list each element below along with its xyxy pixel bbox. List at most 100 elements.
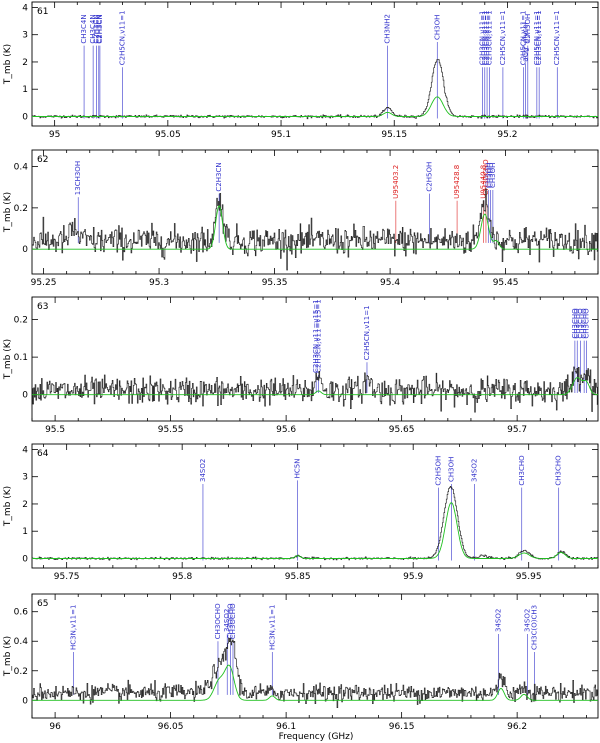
species-label: C2H5CN,v11=1	[519, 10, 527, 65]
y-axis-label: T_mb (K)	[3, 44, 13, 85]
y-tick-label: 0	[22, 391, 28, 401]
panel-62: 62 T_mb (K) 95.25 95.3 95.35 95.4 95.45 0 0.2 0.4…	[3, 149, 599, 288]
species-label: CH3CHO	[582, 308, 590, 339]
species-label: 34SO2	[199, 459, 207, 482]
y-axis-label: T_mb (K)	[3, 636, 13, 677]
species-label: CH3OCHO	[214, 603, 222, 639]
y-tick-label: 0.2	[14, 204, 28, 214]
species-label: CH3OCHO	[227, 603, 235, 639]
x-tick-label: 95.45	[493, 278, 519, 288]
x-tick-label: 95.8	[172, 572, 192, 582]
y-tick-label: 0	[22, 696, 28, 706]
species-label: HC3N,v11=1	[70, 605, 78, 650]
x-axis-label: Frequency (GHz)	[279, 732, 354, 742]
x-tick-label: 95.95	[516, 572, 542, 582]
y-tick-label: 1	[22, 85, 28, 95]
panel-frame	[31, 1, 599, 127]
species-label: C2H3CN	[93, 14, 101, 43]
model-spectrum	[32, 96, 598, 117]
x-tick-label: 96.2	[507, 722, 527, 732]
species-label: C2H5OH	[435, 456, 443, 486]
x-tick-label: 95.35	[262, 278, 288, 288]
species-label: CH3OH	[489, 163, 497, 188]
x-tick-label: 95.15	[381, 130, 407, 140]
species-label: C2H5OH	[425, 162, 433, 192]
x-tick-label: 96.1	[276, 722, 296, 732]
panel-63: 63 T_mb (K) 95.5 95.55 95.6 95.65 95.7 0 0.1 0.2 C…	[3, 296, 599, 435]
y-tick-label: 0	[22, 245, 28, 255]
panel-frame	[31, 149, 599, 275]
x-tick-label: 95.4	[380, 278, 400, 288]
species-label: CH3OH	[433, 15, 441, 40]
species-label: HC3N,v11=1	[268, 605, 276, 650]
y-tick-label: 0.4	[14, 637, 29, 647]
observed-spectrum	[32, 637, 599, 708]
species-label: C2H5CN,v11=1	[533, 10, 541, 65]
x-tick-label: 95.6	[276, 425, 296, 435]
species-label: CH3C4N	[89, 14, 97, 43]
y-tick-label: 1	[22, 527, 28, 537]
x-tick-label: 95.55	[158, 425, 184, 435]
x-tick-label: 95.2	[497, 130, 517, 140]
species-label: CH3C4N	[80, 14, 88, 43]
y-tick-label: 4	[22, 3, 28, 13]
x-tick-label: 95.65	[389, 425, 415, 435]
species-label: aGg'-glycol	[522, 22, 530, 61]
y-tick-label: 4	[22, 445, 28, 455]
y-tick-label: 0	[22, 112, 28, 122]
species-label: CH3CHO	[555, 455, 563, 486]
species-label: CH3CHO	[580, 308, 588, 339]
species-label: CH3OCHO	[482, 159, 490, 195]
species-label: 34SO2	[223, 609, 231, 632]
y-tick-label: 3	[22, 473, 28, 483]
observed-spectrum	[32, 486, 599, 561]
panel-frame	[31, 296, 599, 422]
panel-frame	[31, 593, 599, 719]
y-tick-label: 0	[22, 554, 28, 564]
y-tick-label: 0.4	[14, 163, 29, 173]
species-label: C2H3CN,v11=v15=1	[312, 299, 320, 373]
species-label: CH3CHO	[577, 308, 585, 339]
x-tick-label: 95.9	[403, 572, 423, 582]
species-label: C2H3CN,v11=1	[481, 10, 489, 65]
y-axis-label: T_mb (K)	[3, 192, 13, 233]
species-label: 13CH3OH	[74, 161, 82, 195]
y-axis-label: T_mb (K)	[3, 339, 13, 380]
species-label: C2H5OH	[524, 14, 532, 44]
species-label: CH3CHO	[518, 455, 526, 486]
y-tick-label: 2	[22, 58, 28, 68]
species-label: CH3OH	[487, 163, 495, 188]
x-tick-label: 95.1	[271, 130, 291, 140]
y-tick-label: 0.1	[14, 353, 28, 363]
species-label: U95440.8	[480, 165, 488, 199]
x-tick-label: 95	[49, 130, 60, 140]
species-label: U95403.2	[392, 165, 400, 199]
y-axis-label: T_mb (K)	[3, 486, 13, 527]
species-label: CH3NH2	[383, 14, 391, 44]
species-label: C2H5CN,v11=1	[119, 10, 127, 65]
species-label: CH3CHO	[571, 308, 579, 339]
model-spectrum	[32, 664, 598, 701]
x-tick-label: 95.5	[45, 425, 65, 435]
y-tick-label: 0.2	[14, 316, 28, 326]
x-tick-label: 96.15	[389, 722, 415, 732]
species-label: C2H3CN	[215, 162, 223, 191]
observed-spectrum	[32, 188, 599, 271]
species-label: C2H3CN,v11=1	[483, 10, 491, 65]
species-label: C2H5CN,v11=1	[363, 305, 371, 360]
model-spectrum	[32, 502, 598, 559]
x-tick-label: 95.3	[149, 278, 169, 288]
species-label: HC5N	[294, 459, 302, 479]
species-label: C2H3CN,v11=1	[535, 10, 543, 65]
panel-number: 63	[37, 302, 48, 312]
species-label: CH3OCHO	[229, 603, 237, 639]
panel-64: 64 T_mb (K) 95.75 95.8 95.85 95.9 95.95 0 1 2 3 4 34…	[3, 443, 599, 582]
species-label: C2H3CN,v11=1	[479, 10, 487, 65]
species-label: C2H3CN	[95, 14, 103, 43]
species-label: CH3OH	[447, 457, 455, 482]
y-tick-label: 0.2	[14, 667, 28, 677]
x-tick-label: 95.7	[507, 425, 527, 435]
y-tick-label: 2	[22, 500, 28, 510]
species-label: U95428.8	[453, 165, 461, 199]
